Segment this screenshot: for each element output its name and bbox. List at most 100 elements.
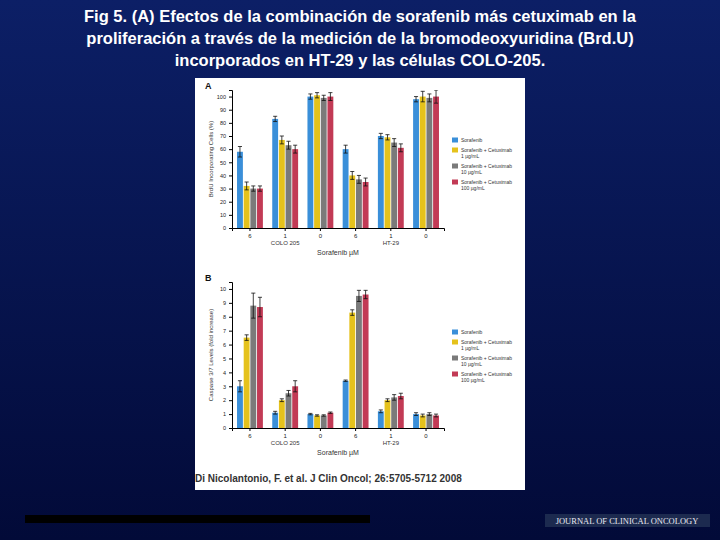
tick-mark (229, 202, 232, 203)
tick-mark (390, 228, 391, 231)
error-stem (387, 135, 388, 140)
bar (314, 95, 320, 228)
error-stem (239, 381, 240, 392)
tick: 6 (248, 228, 252, 239)
bar (292, 386, 298, 428)
error-cap (293, 153, 297, 154)
tick: 1 (223, 411, 232, 417)
error-stem (310, 94, 311, 99)
legend-label: Sorafenib + Cetuximab10 µg/mL (461, 355, 512, 367)
error-stem (246, 182, 247, 190)
error-cap (434, 90, 438, 91)
tick: 10 (220, 286, 232, 292)
error-cap (385, 134, 389, 135)
error-stem (330, 93, 331, 101)
tick-label: 3 (223, 384, 226, 390)
tick: 8 (223, 314, 232, 320)
bar (250, 189, 256, 228)
tick-label: 1 (389, 433, 393, 439)
tick-label: 1 (284, 433, 288, 439)
error-cap (258, 185, 262, 186)
tick-mark (229, 428, 232, 429)
tick: 90 (220, 107, 232, 113)
legend-swatch (452, 164, 458, 169)
tick-mark (229, 386, 232, 387)
error-bar (258, 297, 262, 316)
error-cap (273, 414, 277, 415)
error-cap (286, 149, 290, 150)
error-cap (245, 182, 249, 183)
tick-mark (229, 97, 232, 98)
error-stem (365, 178, 366, 186)
error-stem (239, 147, 240, 158)
tick-mark (229, 289, 232, 290)
bar (433, 415, 439, 428)
error-stem (380, 133, 381, 138)
error-cap (280, 398, 284, 399)
error-bar (251, 186, 255, 191)
error-bar (258, 186, 262, 191)
tick: 1 (284, 428, 288, 439)
error-cap (385, 401, 389, 402)
tick-label: 8 (223, 314, 226, 320)
error-cap (427, 412, 431, 413)
bar (413, 99, 419, 228)
error-bar (350, 171, 354, 179)
error-bar (280, 399, 284, 402)
error-cap (245, 334, 249, 335)
legend-label: Sorafenib (461, 137, 483, 143)
axis-line (233, 229, 445, 232)
tick-mark (229, 303, 232, 304)
error-cap (421, 414, 425, 415)
error-bar (385, 399, 389, 402)
error-bar (357, 290, 361, 301)
error-bar (434, 90, 438, 103)
tick: 4 (223, 370, 232, 376)
error-bar (293, 145, 297, 153)
slide-title: Fig 5. (A) Efectos de la combinación de … (84, 7, 637, 25)
error-bar (427, 413, 431, 416)
error-cap (251, 185, 255, 186)
error-bar (308, 413, 312, 414)
tick: 20 (220, 199, 232, 205)
error-cap (258, 191, 262, 192)
tick: 9 (223, 300, 232, 306)
error-cap (315, 416, 319, 417)
tick-label: 60 (220, 146, 226, 152)
legend-label: Sorafenib (461, 329, 483, 335)
error-cap (315, 97, 319, 98)
error-cap (392, 394, 396, 395)
tick: 2 (223, 397, 232, 403)
tick-label: 80 (220, 120, 226, 126)
error-stem (259, 297, 260, 316)
tick-label: 6 (248, 233, 252, 239)
error-stem (422, 91, 423, 102)
tick-label: 100 (217, 94, 226, 100)
error-cap (357, 183, 361, 184)
tick-label: 10 (220, 286, 226, 292)
error-cap (273, 116, 277, 117)
chart: 012345678910610610COLO 205HT-29Sorafenib… (205, 273, 512, 457)
error-cap (308, 413, 312, 414)
panel-letter: B (205, 273, 212, 283)
error-bar (245, 335, 249, 341)
tick-mark (229, 228, 232, 229)
error-cap (315, 414, 319, 415)
error-cap (273, 121, 277, 122)
error-cap (308, 93, 312, 94)
error-cap (258, 316, 262, 317)
legend-swatch (452, 356, 458, 361)
error-bar (273, 411, 277, 414)
legend-label: Sorafenib + Cetuximab1 µg/mL (461, 147, 512, 159)
error-bar (322, 415, 326, 416)
error-cap (328, 92, 332, 93)
tick-label: 7 (223, 328, 226, 334)
error-stem (352, 171, 353, 179)
x-axis: 610610 (233, 228, 445, 239)
error-cap (344, 153, 348, 154)
tick: 3 (223, 384, 232, 390)
bar (391, 397, 397, 428)
error-cap (379, 138, 383, 139)
tick-mark (249, 228, 250, 231)
error-cap (328, 100, 332, 101)
